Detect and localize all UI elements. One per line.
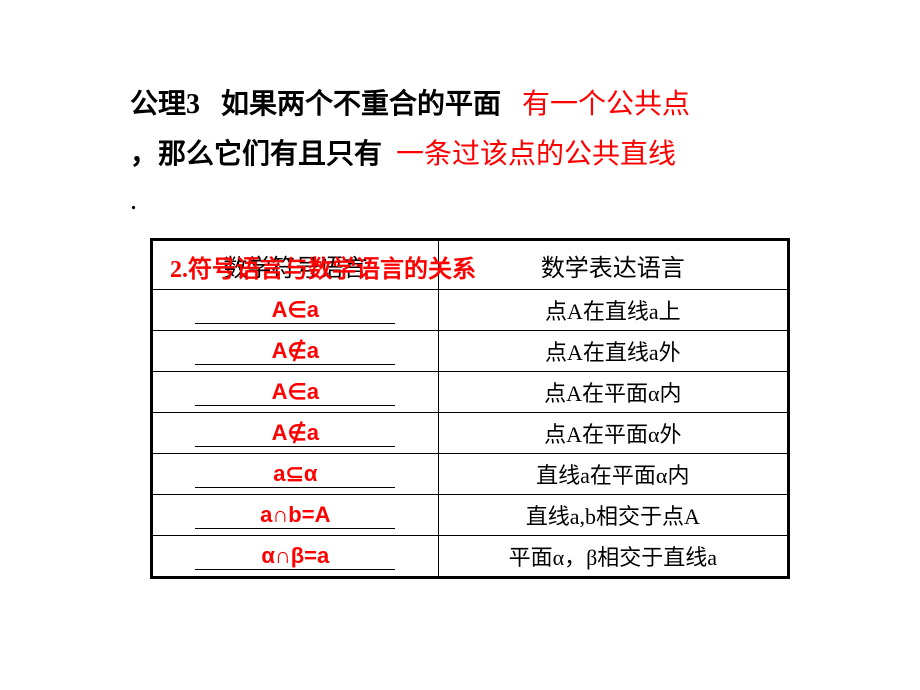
symbol-table: 数学符号语言 数学表达语言 A∈a 点A在直线a上 A∉a 点A在直线a外 A∈… — [150, 238, 790, 579]
symbol-text: A∈a — [153, 297, 438, 323]
symbol-cell: α∩β=a — [152, 536, 439, 578]
desc-cell: 点A在直线a外 — [438, 331, 788, 372]
symbol-cell: A∉a — [152, 331, 439, 372]
axiom-red-1: 有一个公共点 — [522, 89, 690, 120]
table-row: α∩β=a 平面α，β相交于直线a — [152, 536, 789, 578]
section-subtitle: 2.符号语言与数学语言的关系 — [170, 249, 476, 284]
table-row: a⊆α 直线a在平面α内 — [152, 454, 789, 495]
axiom-red-2: 一条过该点的公共直线 — [396, 139, 676, 170]
symbol-text: A∉a — [153, 420, 438, 446]
desc-cell: 直线a,b相交于点A — [438, 495, 788, 536]
table-row: A∉a 点A在直线a外 — [152, 331, 789, 372]
symbol-text: A∈a — [153, 379, 438, 405]
desc-cell: 点A在平面α内 — [438, 372, 788, 413]
axiom-text-1: 如果两个不重合的平面 — [221, 89, 501, 120]
table-row: A∈a 点A在直线a上 — [152, 290, 789, 331]
table-row: A∉a 点A在平面α外 — [152, 413, 789, 454]
symbol-text: a∩b=A — [153, 502, 438, 528]
axiom-text-block: 公理3 如果两个不重合的平面 有一个公共点 ，那么它们有且只有 一条过该点的公共… — [130, 80, 830, 181]
symbol-cell: A∉a — [152, 413, 439, 454]
axiom-text-2: ，那么它们有且只有 — [130, 139, 382, 170]
table-row: A∈a 点A在平面α内 — [152, 372, 789, 413]
axiom-dot: . — [130, 185, 137, 217]
symbol-text: α∩β=a — [153, 543, 438, 569]
symbol-cell: A∈a — [152, 290, 439, 331]
table-row: a∩b=A 直线a,b相交于点A — [152, 495, 789, 536]
desc-cell: 直线a在平面α内 — [438, 454, 788, 495]
axiom-label: 公理3 — [130, 89, 200, 120]
symbol-cell: a⊆α — [152, 454, 439, 495]
desc-cell: 平面α，β相交于直线a — [438, 536, 788, 578]
desc-cell: 点A在直线a上 — [438, 290, 788, 331]
symbol-table-wrap: 数学符号语言 数学表达语言 A∈a 点A在直线a上 A∉a 点A在直线a外 A∈… — [150, 238, 790, 579]
symbol-text: a⊆α — [153, 461, 438, 487]
symbol-text: A∉a — [153, 338, 438, 364]
symbol-cell: A∈a — [152, 372, 439, 413]
header-col-desc: 数学表达语言 — [438, 240, 788, 290]
desc-cell: 点A在平面α外 — [438, 413, 788, 454]
symbol-cell: a∩b=A — [152, 495, 439, 536]
